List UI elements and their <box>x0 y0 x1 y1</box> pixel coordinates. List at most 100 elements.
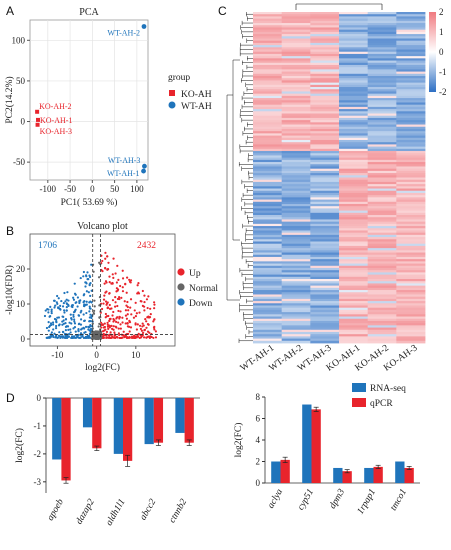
volcano-point <box>46 307 49 311</box>
heatmap-cell <box>310 219 340 223</box>
heatmap-cell <box>367 283 397 287</box>
heatmap-cell <box>281 53 311 57</box>
heatmap-cell <box>396 292 426 295</box>
heatmap-cell <box>396 91 426 95</box>
heatmap-cell <box>281 100 311 103</box>
heatmap-cell <box>281 98 311 101</box>
heatmap-cell <box>310 71 340 75</box>
heatmap-cell <box>253 318 283 322</box>
volcano-point <box>114 272 117 275</box>
heatmap-cell <box>396 186 426 189</box>
volcano-point <box>105 281 108 284</box>
heatmap-cell <box>396 334 426 337</box>
volcano-point <box>79 336 82 339</box>
heatmap-cell <box>339 159 369 163</box>
heatmap-cell <box>253 294 283 298</box>
pca-tick-label-y: 100 <box>12 35 26 45</box>
heatmap-cell <box>281 195 311 198</box>
heatmap-cell <box>310 82 340 86</box>
heatmap-cell <box>310 241 340 245</box>
heatmap-cell <box>367 58 397 61</box>
heatmap-cell <box>253 91 283 95</box>
heatmap-cell <box>310 122 340 125</box>
bar-tick-label-y: 8 <box>256 392 261 402</box>
volcano-point <box>105 330 109 333</box>
volcano-point <box>111 281 114 285</box>
heatmap-cell <box>339 226 369 229</box>
heatmap-cell <box>339 309 369 313</box>
heatmap-cell <box>339 95 369 99</box>
volcano-point <box>89 313 92 316</box>
heatmap-cell <box>396 42 426 46</box>
heatmap-cell <box>310 62 340 66</box>
heatmap-cell <box>367 142 397 145</box>
volcano-point <box>128 330 131 333</box>
heatmap-cell <box>253 195 283 198</box>
volcano-point <box>114 296 117 299</box>
volcano-point <box>107 261 110 264</box>
heatmap-cell <box>339 261 369 264</box>
heatmap-cell <box>396 175 426 178</box>
heatmap-cell <box>367 250 397 253</box>
pca-tick-label-y: 50 <box>16 76 26 86</box>
heatmap-row-dendrogram <box>226 12 253 343</box>
volcano-point <box>91 322 94 325</box>
heatmap-cell <box>396 56 426 59</box>
heatmap-cell <box>310 320 340 324</box>
heatmap-cell <box>339 16 369 20</box>
heatmap-cell <box>396 241 426 245</box>
pca-tick-label-x: 100 <box>130 184 144 194</box>
heatmap-cell <box>281 223 311 227</box>
bar <box>113 398 123 454</box>
heatmap-cell <box>253 45 283 48</box>
volcano-point <box>119 323 122 326</box>
heatmap-cell <box>310 106 340 110</box>
heatmap-cell <box>396 276 426 280</box>
heatmap-cell <box>396 294 426 298</box>
heatmap-cell <box>281 126 311 130</box>
heatmap-cell <box>310 290 340 293</box>
heatmap-cell <box>367 175 397 178</box>
heatmap-cell <box>310 117 340 121</box>
heatmap-cell <box>339 25 369 28</box>
heatmap-cell <box>281 298 311 302</box>
volcano-point <box>78 301 81 305</box>
heatmap-cell <box>310 155 340 159</box>
volcano-point <box>110 327 114 330</box>
heatmap-cell <box>367 170 397 174</box>
volcano-point <box>56 294 59 298</box>
heatmap-cell <box>253 25 283 28</box>
heatmap-cell <box>339 318 369 322</box>
volcano-point <box>129 298 133 301</box>
pca-tick-label-y: 0 <box>21 117 26 127</box>
heatmap-cell <box>253 75 283 79</box>
heatmap-cell <box>367 117 397 121</box>
volcano-point <box>153 303 156 306</box>
heatmap-cell <box>367 153 397 156</box>
heatmap-cell <box>253 179 283 183</box>
volcano-point <box>72 298 76 301</box>
heatmap-cell <box>281 228 311 231</box>
heatmap-cell <box>339 51 369 55</box>
heatmap-cell <box>281 168 311 172</box>
heatmap-cell <box>310 228 340 231</box>
heatmap-cell <box>396 254 426 258</box>
heatmap-cell <box>396 338 426 342</box>
volcano-point <box>110 336 113 339</box>
heatmap-cell <box>253 38 283 42</box>
volcano-point <box>101 270 104 273</box>
heatmap-cell <box>253 56 283 59</box>
volcano-point <box>72 327 75 330</box>
heatmap-cell <box>396 146 426 150</box>
heatmap-cell <box>339 254 369 258</box>
heatmap-cell <box>281 111 311 114</box>
volcano-point <box>52 328 55 331</box>
volcano-point <box>147 295 150 298</box>
volcano-point <box>126 300 129 304</box>
volcano-point <box>108 307 112 310</box>
pca-legend-label: WT-AH <box>181 102 212 112</box>
heatmap-cell <box>339 314 369 317</box>
heatmap-cell <box>310 261 340 264</box>
volcano-point <box>64 329 67 332</box>
heatmap-cell <box>367 263 397 267</box>
